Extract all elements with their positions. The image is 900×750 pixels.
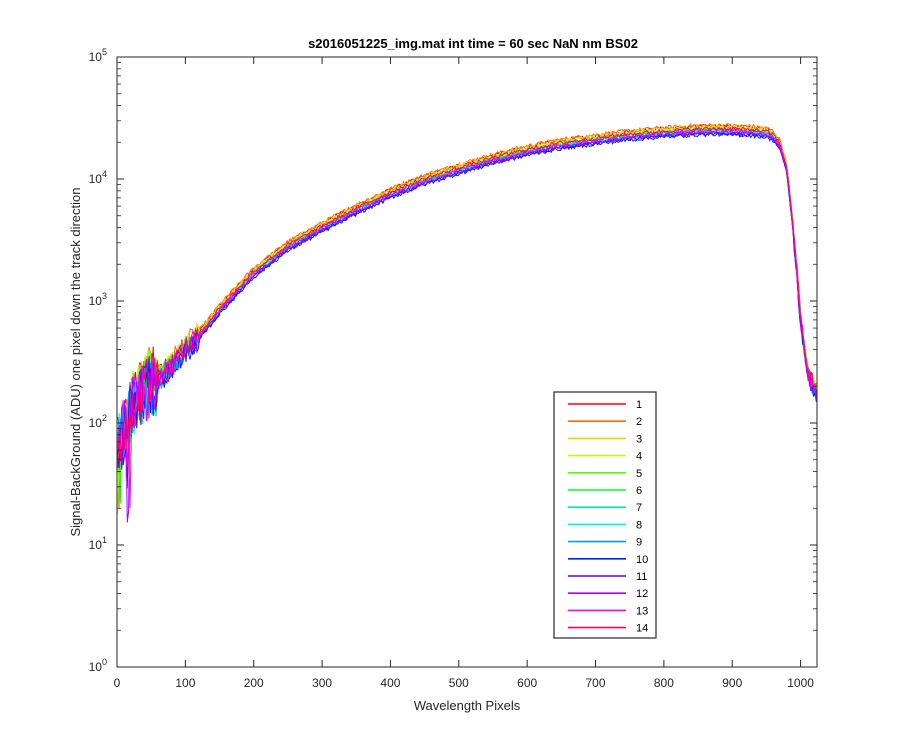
x-tick-label: 1000 <box>787 676 814 690</box>
y-tick-exponent: 0 <box>102 657 107 667</box>
x-tick-label: 400 <box>380 676 400 690</box>
y-tick-base: 10 <box>89 660 103 674</box>
series-lines <box>117 122 817 523</box>
y-tick-exponent: 4 <box>102 169 107 179</box>
legend-label: 4 <box>636 451 642 463</box>
y-tick-exponent: 2 <box>102 413 107 423</box>
y-tick-base: 10 <box>89 294 103 308</box>
legend-label: 10 <box>636 554 648 566</box>
legend-label: 12 <box>636 588 648 600</box>
legend-label: 11 <box>636 571 647 583</box>
x-tick-label: 500 <box>449 676 469 690</box>
x-tick-label: 700 <box>586 676 606 690</box>
x-tick-label: 100 <box>175 676 195 690</box>
series-line-11 <box>117 131 817 489</box>
series-line-14 <box>117 126 817 469</box>
x-tick-label: 300 <box>312 676 332 690</box>
y-tick-label: 103 <box>89 291 107 308</box>
legend-label: 8 <box>636 519 642 531</box>
legend-label: 6 <box>636 485 642 497</box>
x-tick-label: 600 <box>517 676 537 690</box>
x-tick-label: 900 <box>722 676 742 690</box>
chart-title: s2016051225_img.mat int time = 60 sec Na… <box>308 36 638 51</box>
y-tick-exponent: 5 <box>102 47 107 57</box>
y-tick-exponent: 1 <box>102 535 107 545</box>
axes-box <box>116 56 818 668</box>
legend-label: 3 <box>636 433 642 445</box>
y-tick-label: 105 <box>89 47 107 64</box>
legend-label: 9 <box>636 537 642 549</box>
x-tick-label: 800 <box>654 676 674 690</box>
y-tick-label: 101 <box>89 535 107 552</box>
y-tick-base: 10 <box>89 50 103 64</box>
y-tick-label: 104 <box>89 169 107 186</box>
legend-label: 7 <box>636 502 642 514</box>
x-axis-label: Wavelength Pixels <box>414 698 521 713</box>
legend-label: 14 <box>636 623 648 635</box>
y-tick-base: 10 <box>89 172 103 186</box>
legend-box <box>553 391 657 639</box>
y-tick-label: 102 <box>89 413 107 430</box>
y-tick-label: 100 <box>89 657 107 674</box>
y-tick-base: 10 <box>89 416 103 430</box>
plot-area <box>117 57 817 667</box>
series-line-10 <box>117 131 817 479</box>
legend-label: 13 <box>636 605 648 617</box>
y-tick-exponent: 3 <box>102 291 107 301</box>
series-line-3 <box>117 123 817 474</box>
y-axis-label: Signal-BackGround (ADU) one pixel down t… <box>68 187 83 536</box>
y-tick-base: 10 <box>89 538 103 552</box>
legend-label: 5 <box>636 468 642 480</box>
x-tick-label: 200 <box>244 676 264 690</box>
legend-label: 2 <box>636 416 642 428</box>
x-axis: 0 100 200 300 400 500 600 700 800 900 1000 <box>114 57 814 690</box>
legend-label: 1 <box>636 399 642 411</box>
x-tick-label: 0 <box>114 676 121 690</box>
